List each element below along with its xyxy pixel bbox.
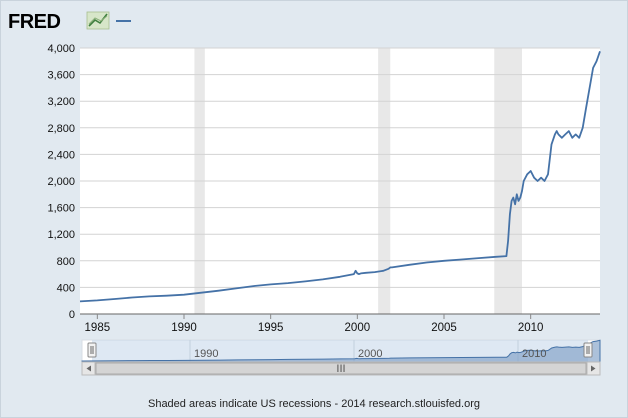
x-tick-label: 1995 xyxy=(258,322,284,334)
y-tick-label: 3,200 xyxy=(47,96,75,108)
x-tick-label: 2010 xyxy=(518,322,544,334)
y-axis: 0 400 800 1,200 1,600 2,000 2,400 2,800 3,200 3,6… xyxy=(47,43,75,321)
fred-logo-text[interactable]: FRED xyxy=(8,11,61,33)
navigator-label-2010: 2010 xyxy=(522,348,546,360)
scroll-right-button[interactable] xyxy=(586,361,601,376)
navigator-series-area xyxy=(81,339,601,363)
recession-footnote: Shaded areas indicate US recessions - 20… xyxy=(147,398,481,410)
y-tick-label: 1,200 xyxy=(47,229,75,241)
navigator-label-2000: 2000 xyxy=(358,348,382,360)
x-tick-label: 2000 xyxy=(345,322,371,334)
arrow-right-icon xyxy=(591,365,596,372)
navigator-right-handle[interactable] xyxy=(583,342,593,358)
x-tick-label: 2005 xyxy=(431,322,457,334)
y-tick-label: 0 xyxy=(69,309,75,321)
navigator-selected-range[interactable] xyxy=(92,340,588,362)
y-tick-label: 1,600 xyxy=(47,203,75,215)
y-tick-label: 3,600 xyxy=(47,70,75,82)
x-axis: 1985 1990 1995 2000 2005 2010 xyxy=(85,314,544,334)
y-tick-label: 2,400 xyxy=(47,149,75,161)
navigator-label-1990: 1990 xyxy=(194,348,218,360)
scrollbar-thumb[interactable] xyxy=(95,362,587,375)
x-tick-label: 1990 xyxy=(171,322,197,334)
y-tick-label: 2,800 xyxy=(47,123,75,135)
scroll-left-button[interactable] xyxy=(81,361,96,376)
y-tick-label: 4,000 xyxy=(47,43,75,55)
y-tick-label: 400 xyxy=(57,282,75,294)
scrollbar-grip: III xyxy=(336,363,345,375)
arrow-left-icon xyxy=(86,365,91,372)
series-line[interactable] xyxy=(79,51,601,303)
y-tick-label: 2,000 xyxy=(47,176,75,188)
line-chart-icon xyxy=(86,11,110,30)
y-tick-label: 800 xyxy=(57,256,75,268)
navigator-left-handle[interactable] xyxy=(87,342,97,358)
x-tick-label: 1985 xyxy=(85,322,111,334)
